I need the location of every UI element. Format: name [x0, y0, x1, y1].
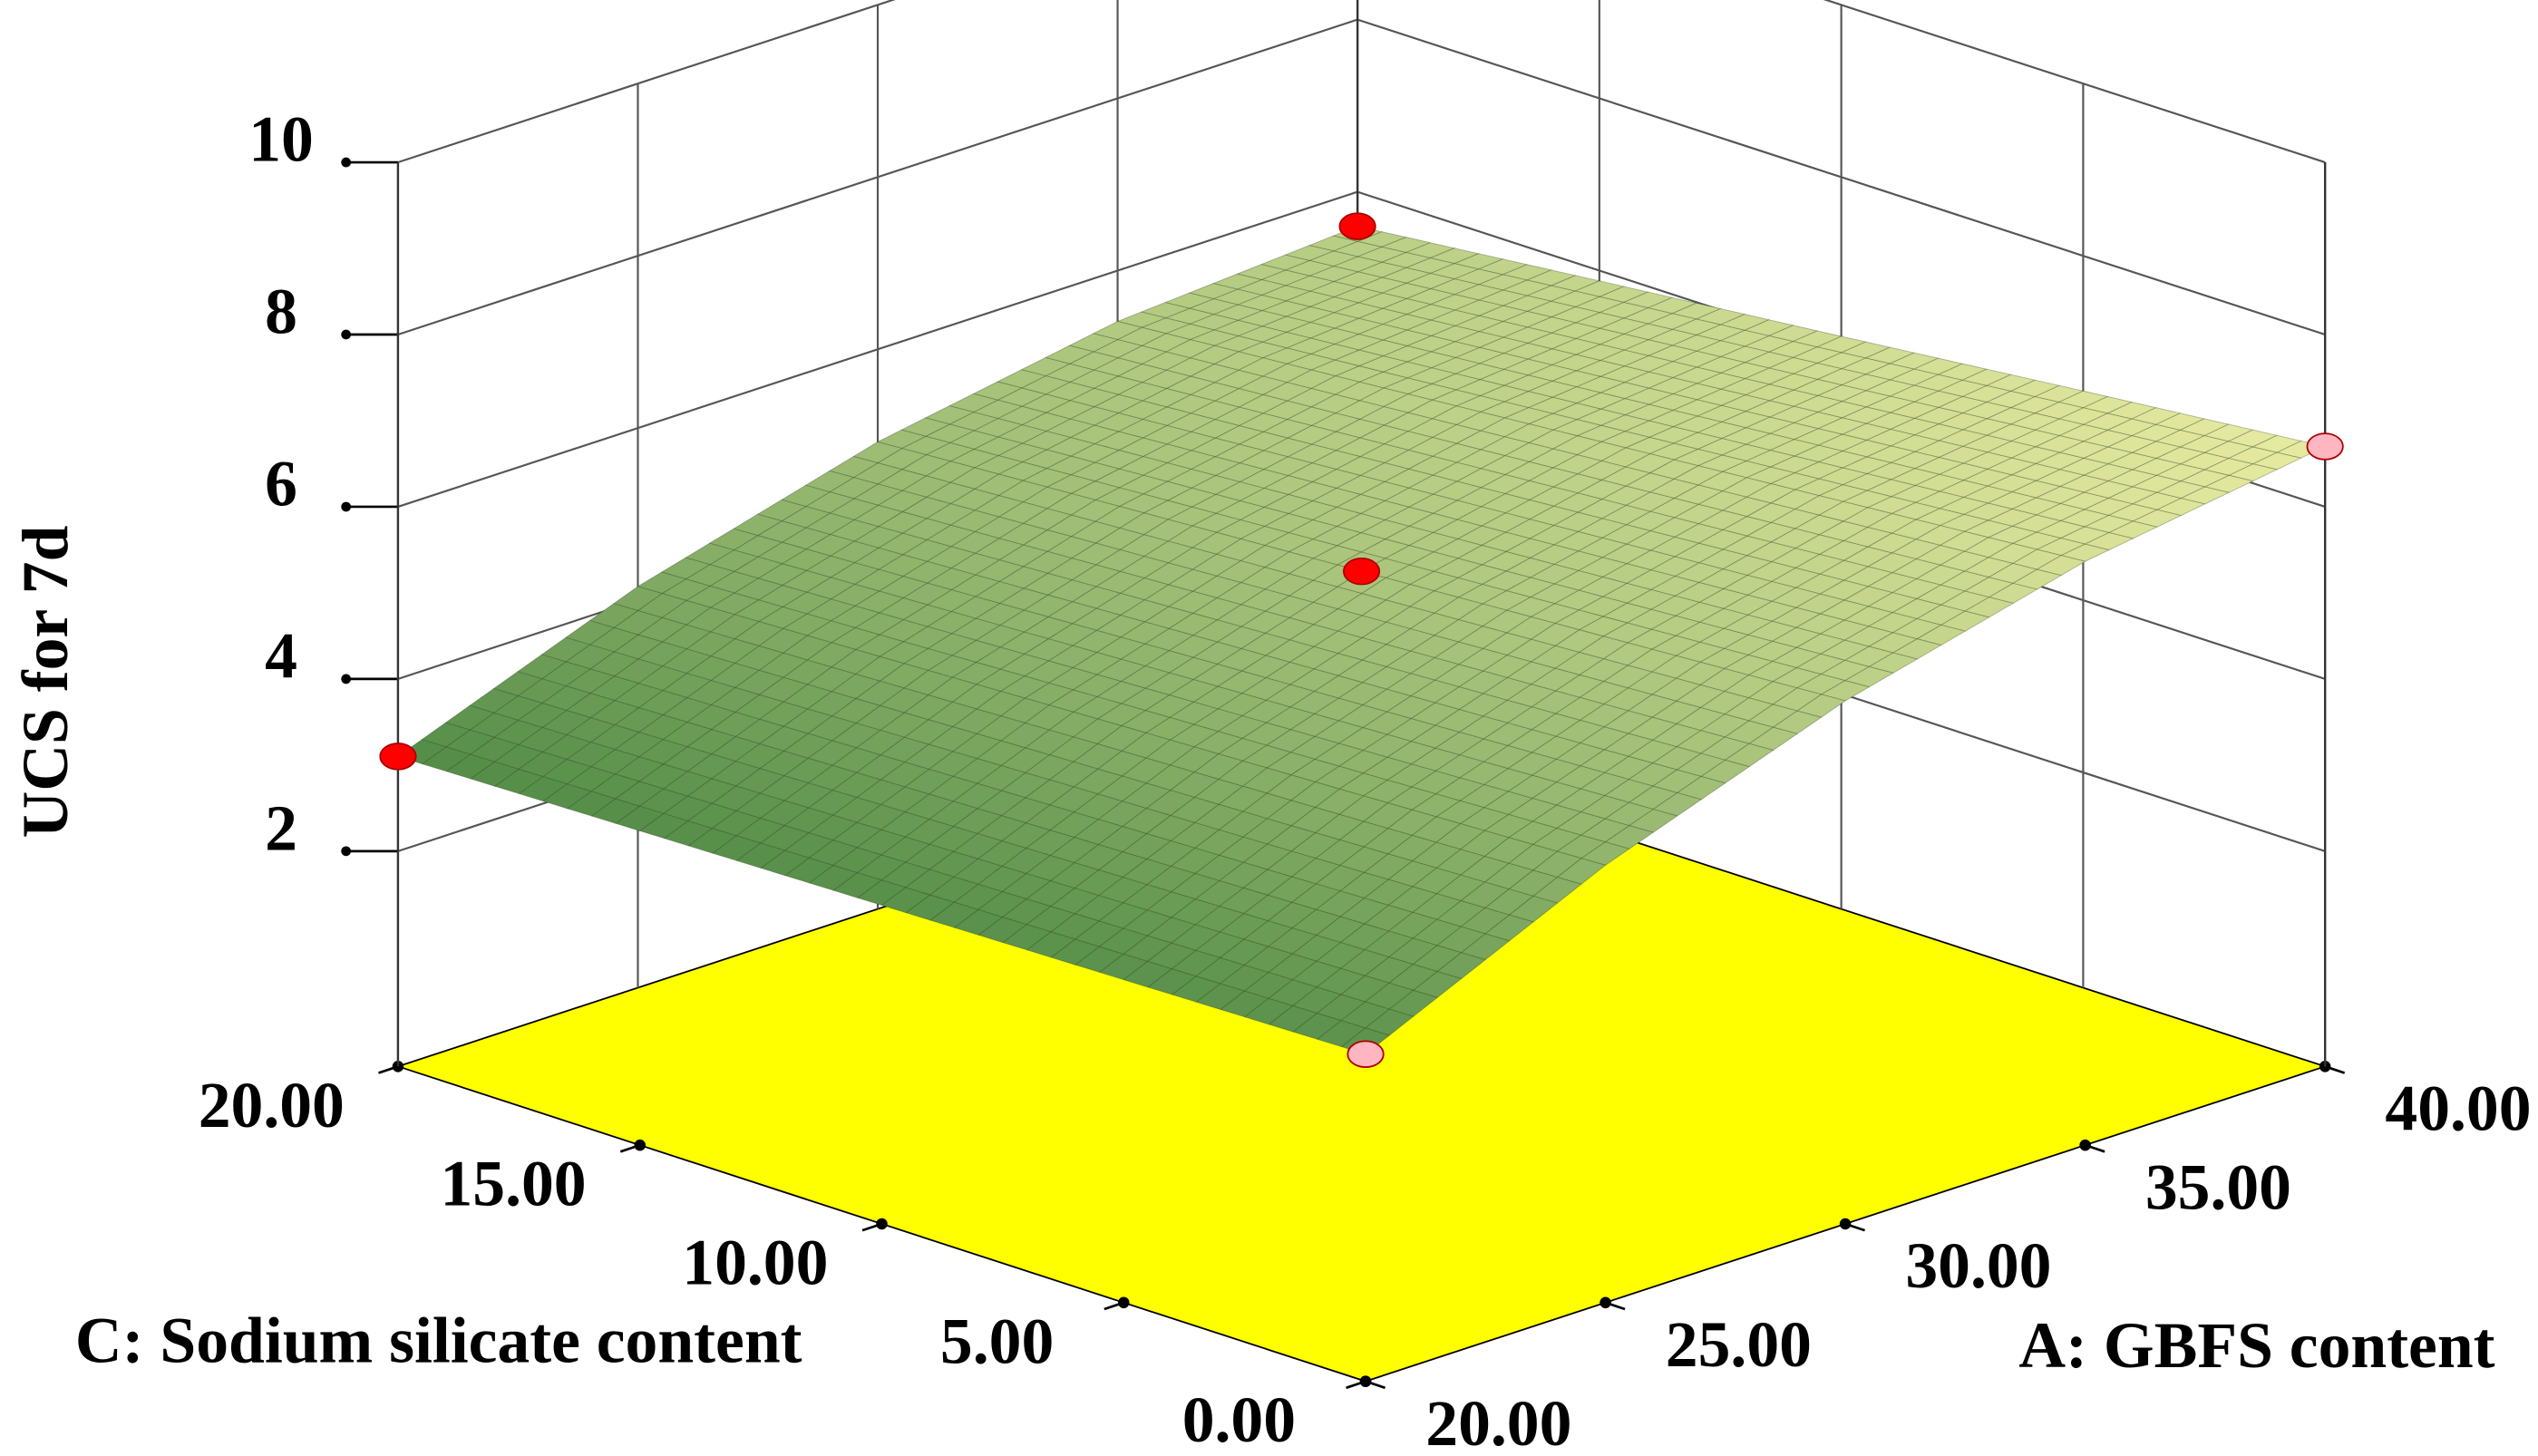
labels: A: GBFS content C: Sodium silicate conte… [10, 104, 2532, 1456]
surface-cell [2057, 390, 2109, 409]
surface-cell [1096, 725, 1147, 752]
x-tick-dot [1839, 1218, 1852, 1230]
z-tick-dot [341, 501, 352, 512]
surface-patch [879, 506, 1363, 727]
surface-patch [876, 321, 1361, 508]
x-tick-label: 40.00 [2385, 1073, 2531, 1144]
surface-patch [1360, 441, 1845, 637]
z-tick-label: 2 [265, 792, 297, 864]
design-point [1342, 557, 1381, 586]
surface-cell [1094, 506, 1145, 529]
surface-cell [852, 441, 903, 463]
surface-patch [1600, 335, 2085, 502]
surface-cell [1576, 441, 1627, 461]
surface-patch [638, 655, 1123, 907]
z-tick-dot [341, 329, 352, 340]
surface-patch [1602, 500, 2086, 702]
surface-patch [637, 441, 1121, 657]
surface-patch [1842, 390, 2327, 562]
design-point [1347, 1040, 1385, 1068]
surface-cell [1338, 795, 1389, 822]
surface-patch [1123, 795, 1607, 1055]
y-tick-dot [876, 1218, 888, 1230]
surface-patch [1116, 226, 1601, 383]
x-tick-label: 35.00 [2145, 1151, 2291, 1223]
surface-cell [1578, 636, 1629, 660]
y-tick-label: 15.00 [441, 1149, 587, 1220]
surface-patch [1118, 381, 1603, 572]
y-tick-dot [1359, 1375, 1372, 1387]
surface-cell [1818, 500, 1869, 522]
y-tick-dot [1117, 1296, 1130, 1309]
x-tick-label: 25.00 [1666, 1309, 1812, 1381]
surface-patch [1357, 280, 1843, 442]
surface-patch [396, 586, 881, 831]
y-tick-label: 10.00 [682, 1228, 828, 1299]
design-point [1338, 212, 1376, 240]
z-tick-label: 4 [265, 620, 297, 692]
y-tick-label: 5.00 [940, 1306, 1054, 1377]
x-tick-dot [1600, 1296, 1611, 1309]
surface [396, 226, 2327, 1055]
surface-patch [1362, 636, 1847, 866]
surface-cell [1092, 321, 1143, 340]
surface-cell [1334, 381, 1386, 402]
design-point [379, 743, 417, 771]
z-tick-dot [341, 674, 352, 684]
y-tick-label: 20.00 [199, 1070, 345, 1141]
z-axis-label: UCS for 7d [10, 525, 82, 838]
y-axis-label: C: Sodium silicate content [75, 1305, 802, 1376]
surface-cell [854, 655, 905, 682]
design-points [379, 212, 2344, 1068]
z-tick-label: 6 [265, 448, 297, 519]
z-tick-dot [341, 157, 352, 168]
x-tick-dot [2079, 1139, 2091, 1151]
surface-patch [880, 725, 1365, 981]
surface-cell [1573, 280, 1625, 297]
surface-patch [1120, 570, 1605, 797]
z-tick-label: 10 [248, 104, 314, 176]
x-axis-label: A: GBFS content [2018, 1310, 2494, 1382]
surface-cell [613, 586, 664, 611]
x-tick-label: 30.00 [1905, 1230, 2051, 1302]
z-tick-dot [341, 846, 352, 857]
x-tick-label: 20.00 [1425, 1388, 1571, 1456]
z-tick-label: 8 [265, 277, 297, 348]
y-tick-label: 0.00 [1182, 1384, 1296, 1456]
design-point [2306, 432, 2344, 461]
surface-cell [1815, 335, 1867, 354]
y-tick-dot [634, 1139, 646, 1151]
